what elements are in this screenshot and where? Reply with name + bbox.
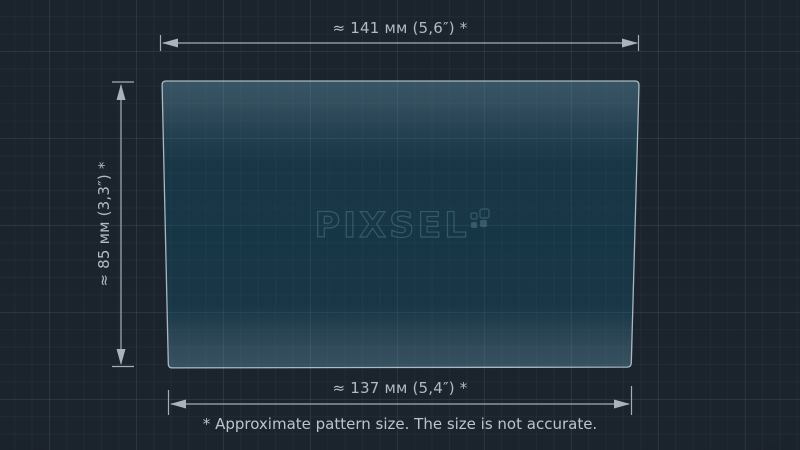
pixsel-watermark-text: PIXSEL [314,206,469,246]
top-dimension [159,35,640,51]
footnote-text: * Approximate pattern size. The size is … [202,415,598,433]
arrowhead-left-icon [162,38,178,48]
pixsel-pixels-icon [470,208,490,228]
glass-pattern-shape [161,80,640,369]
top-width-label: ≈ 141 мм (5,6″) * [332,19,468,37]
pixsel-watermark-logo: PIXSEL [314,205,490,247]
height-label: ≈ 85 мм (3,3″) * [95,161,113,287]
bottom-width-label: ≈ 137 мм (5,4″) * [332,379,468,397]
arrowhead-right-icon [622,38,638,48]
arrowhead-left-icon [170,399,186,409]
left-dimension [112,81,134,368]
arrowhead-right-icon [614,399,630,409]
bottom-dimension [167,386,633,415]
arrowhead-up-icon [116,84,126,100]
arrowhead-down-icon [116,349,126,365]
